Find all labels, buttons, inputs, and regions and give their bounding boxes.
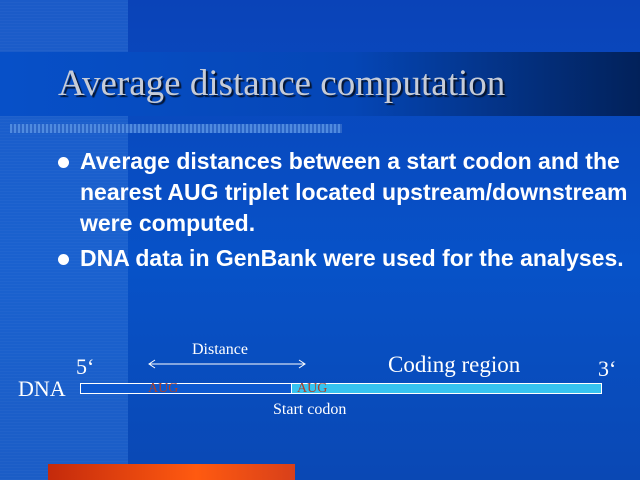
bottom-accent-bar	[48, 464, 295, 480]
bullet-text: Average distances between a start codon …	[80, 148, 628, 236]
title-bar	[0, 52, 640, 116]
dna-label: DNA	[18, 376, 66, 401]
bullet-icon	[58, 157, 69, 168]
title-underline	[10, 124, 342, 133]
coding-region-label: Coding region	[388, 352, 521, 377]
distance-label: Distance	[192, 341, 248, 358]
start-codon-label: Start codon	[273, 401, 347, 418]
bullet-text: DNA data in GenBank were used for the an…	[80, 245, 624, 271]
bullet-item: Average distances between a start codon …	[54, 146, 629, 239]
three-prime-label: 3‘	[598, 356, 617, 381]
slide-title: Average distance computation	[58, 63, 506, 104]
upstream-aug-codon: AUG	[148, 381, 179, 396]
dna-strand-coding-region	[291, 383, 602, 394]
start-aug-codon: AUG	[297, 381, 328, 396]
distance-arrow	[148, 359, 306, 369]
bullet-icon	[58, 254, 69, 265]
dna-strand-upstream	[80, 383, 292, 394]
bullet-item: DNA data in GenBank were used for the an…	[54, 243, 629, 274]
five-prime-label: 5‘	[76, 354, 95, 379]
bullet-list: Average distances between a start codon …	[54, 146, 629, 278]
